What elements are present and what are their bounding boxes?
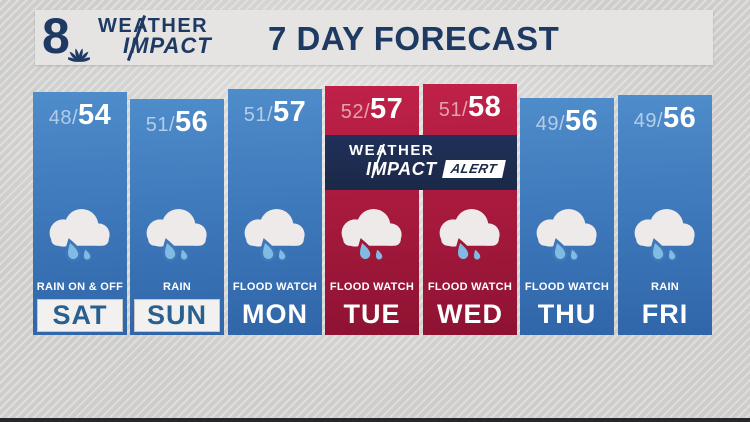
nbc-peacock-icon [68,48,90,62]
day-label: FRI [641,299,689,329]
condition-label: FLOOD WATCH [232,281,318,293]
temperature-pair: 49/ 56 [618,102,712,135]
rain-cloud-icon [341,209,402,262]
forecast-day-column: 51/ 57 FLOOD WATCH MON [228,89,322,335]
weather-impact-logo-line2: IMPACT [123,33,212,58]
low-temperature: 52/ [340,101,371,123]
high-temperature: 54 [78,99,112,131]
low-temperature: 49/ [633,110,664,132]
temperature-pair: 51/ 58 [423,91,517,124]
forecast-day-column: 51/ 56 RAIN SUN [130,99,224,335]
rain-cloud-icon [244,209,305,262]
weather-impact-alert-logo: WEATHER IMPACT ALERT [349,142,506,179]
high-temperature: 57 [273,96,307,128]
forecast-day-column: 49/ 56 RAIN FRI [618,95,712,335]
rain-cloud-icon [634,209,695,262]
rain-cloud-icon [536,209,597,262]
temperature-pair: 48/ 54 [33,99,127,132]
rain-cloud-icon [439,209,500,262]
header-bar: 8 WEATHER IMPACT 7 DAY FORECAST [35,8,713,65]
forecast-day-column: 48/ 54 RAIN ON & OFF SAT [33,92,127,335]
low-temperature: 49/ [535,113,566,135]
low-temperature: 48/ [48,107,79,129]
weather-impact-logo: WEATHER IMPACT [98,15,278,61]
condition-label: FLOOD WATCH [524,281,610,293]
day-label: SAT [37,299,123,332]
temperature-pair: 51/ 57 [228,96,322,129]
raindrop-icon [650,238,677,262]
day-label: THU [537,299,597,329]
condition-label: RAIN [650,281,680,293]
high-temperature: 58 [468,91,502,123]
forecast-day-column: 52/ 57 FLOOD WATCH TUE [325,86,419,335]
day-label: TUE [343,299,401,329]
forecast-day-column: 51/ 58 FLOOD WATCH WED [423,84,517,335]
alert-logo-line2: IMPACT ALERT [366,159,506,179]
day-label: WED [437,299,503,329]
alert-logo-line1: WEATHER [349,142,435,159]
temperature-pair: 51/ 56 [130,106,224,139]
alert-logo-impact-text: IMPACT [366,159,437,179]
raindrop-icon [357,238,384,262]
low-temperature: 51/ [145,114,176,136]
bottom-edge-strip [0,418,750,422]
weather-impact-alert-banner: WEATHER IMPACT ALERT [325,135,517,190]
raindrop-icon [65,238,92,262]
raindrop-icon [260,238,287,262]
low-temperature: 51/ [243,104,274,126]
high-temperature: 56 [565,105,599,137]
rain-cloud-icon [49,209,110,262]
condition-label: FLOOD WATCH [329,281,415,293]
page-title: 7 DAY FORECAST [268,20,560,57]
high-temperature: 57 [370,93,404,125]
high-temperature: 56 [175,106,209,138]
temperature-pair: 52/ 57 [325,93,419,126]
condition-label: FLOOD WATCH [427,281,513,293]
raindrop-icon [552,238,579,262]
day-label: SUN [134,299,220,332]
temperature-pair: 49/ 56 [520,105,614,138]
forecast-day-column: 49/ 56 FLOOD WATCH THU [520,98,614,335]
raindrop-icon [162,238,189,262]
high-temperature: 56 [663,102,697,134]
channel-8-logo: 8 [42,8,70,64]
raindrop-icon [455,238,482,262]
condition-label: RAIN [162,281,192,293]
weather-impact-logo-line1: WEATHER [98,15,209,37]
condition-label: RAIN ON & OFF [36,281,124,293]
alert-badge: ALERT [441,160,506,178]
rain-cloud-icon [146,209,207,262]
low-temperature: 51/ [438,99,469,121]
day-label: MON [242,299,308,329]
